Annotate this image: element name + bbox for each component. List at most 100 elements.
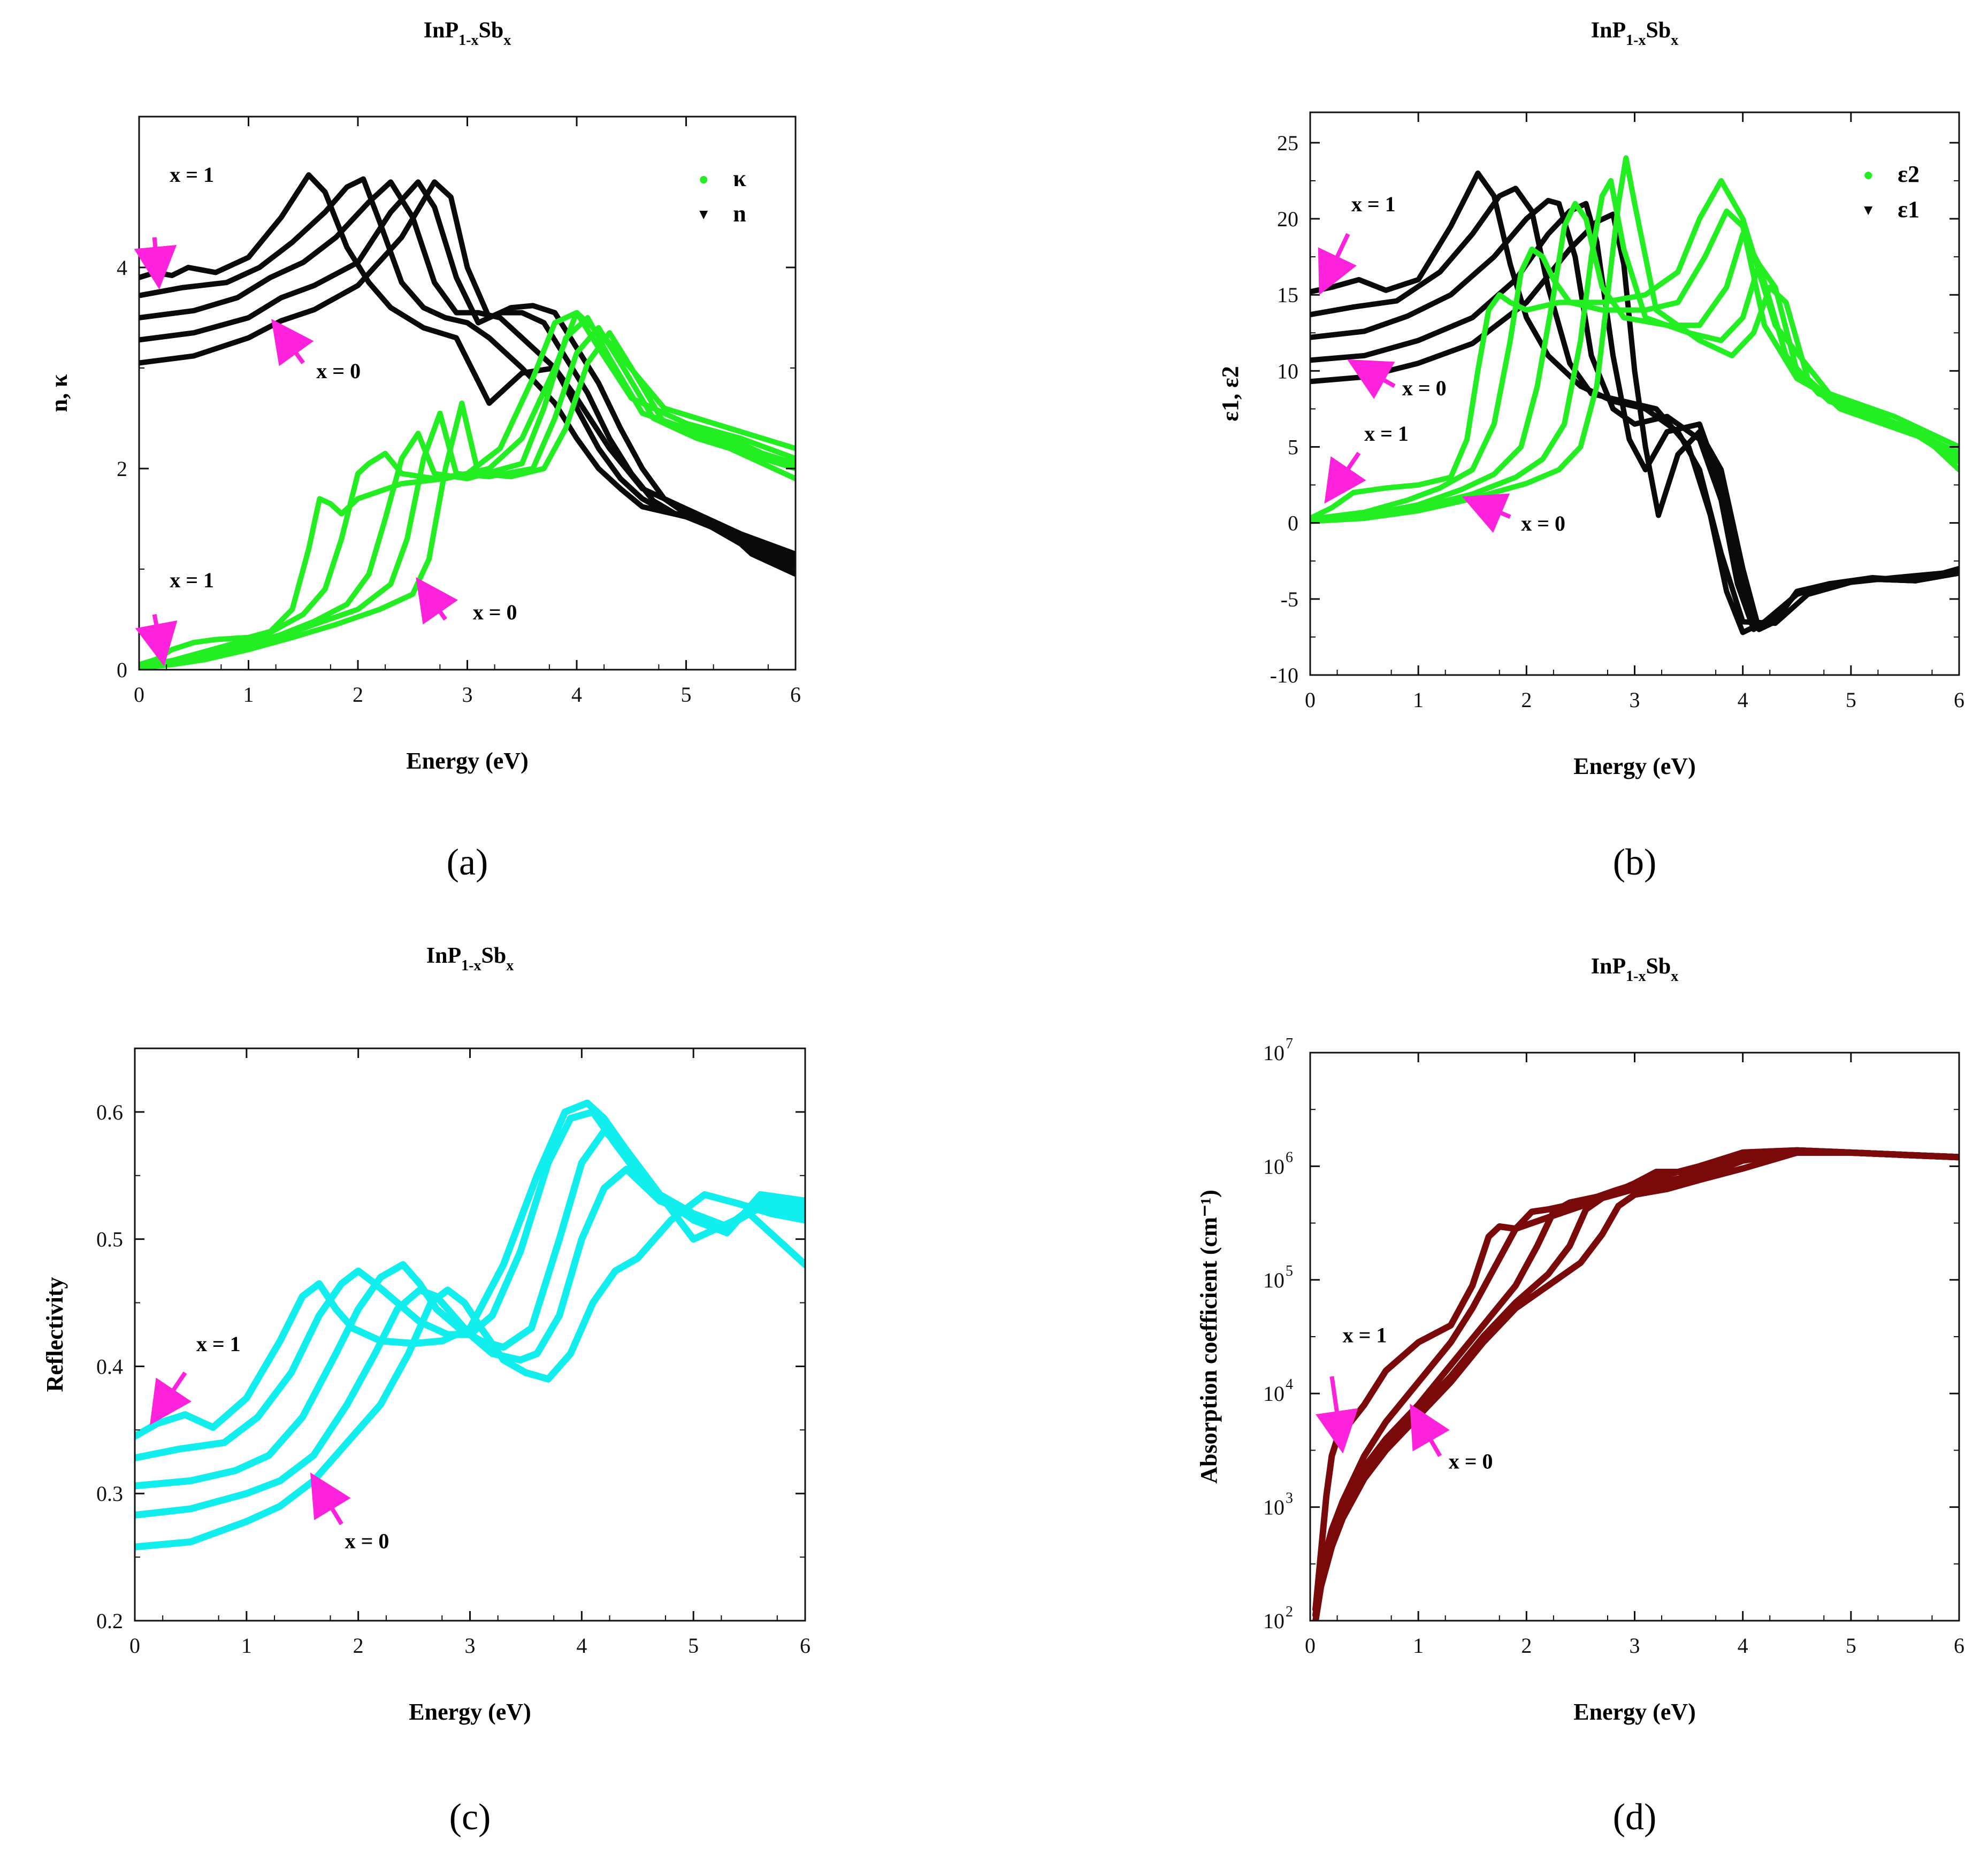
- title-text: Sb: [1646, 18, 1671, 43]
- panel-caption: (c): [449, 1797, 491, 1838]
- x-axis-label: Energy (eV): [1573, 753, 1696, 779]
- series-line--x-0-75: [139, 310, 796, 669]
- title-subscript: x: [506, 957, 514, 974]
- title-subscript: 1-x: [1626, 968, 1646, 985]
- y-tick-label: 0: [1288, 511, 1298, 535]
- y-tick-label: -5: [1281, 587, 1298, 611]
- series-line-n-x-0-25: [139, 179, 796, 572]
- x-tick-label: 6: [800, 1634, 811, 1658]
- series-line-n-x-0-75: [139, 176, 796, 562]
- title-subscript: 1-x: [458, 32, 478, 49]
- plot-area: [139, 172, 796, 670]
- x-tick-label: 3: [462, 683, 473, 707]
- title-text: InP: [426, 944, 461, 968]
- series-line--x-0-25: [1312, 1149, 1959, 1619]
- x-tick-label: 1: [241, 1634, 252, 1658]
- plot-area: [1312, 1147, 1959, 1621]
- annotation-arrow: [1324, 451, 1366, 504]
- y-axis-label: Absorption coefficient (cm⁻¹): [1196, 1190, 1222, 1484]
- x-tick-label: 0: [134, 683, 144, 707]
- y-tick-label: 20: [1277, 207, 1298, 231]
- y-tick-label: 10: [1263, 1041, 1284, 1065]
- series-line-n-x-1: [139, 172, 796, 557]
- annotation-label: x = 0: [1449, 1449, 1493, 1473]
- y-axis-label: ε1, ε2: [1217, 366, 1243, 421]
- annotation-label: x = 1: [1364, 421, 1409, 446]
- annotation-label: x = 1: [170, 568, 214, 592]
- panel-caption: (a): [447, 842, 488, 883]
- y-tick-label: 2: [117, 457, 127, 481]
- series-line--x-0-5: [1312, 1147, 1959, 1619]
- plot-frame: [1309, 1052, 1960, 1622]
- annotation-arrow: [1316, 1376, 1358, 1454]
- panel-b: InP1-xSbx 0 1 2 3 4 5 6 -10 -5 0 5 10 15 20 25 Energy (e…: [1217, 18, 1964, 883]
- y-tick-label: -10: [1270, 663, 1298, 687]
- title-subscript: x: [1671, 32, 1678, 49]
- x-tick-label: 1: [243, 683, 254, 707]
- legend-label: ε2: [1898, 161, 1920, 187]
- legend-label: κ: [733, 165, 746, 191]
- panel-a: InP1-xSbx 0 1 2 3 4 5 6 0 2 4 Energy (eV) n, κ x = 1 x…: [46, 18, 801, 883]
- annotation-label: x = 1: [170, 163, 214, 187]
- annotation-label: x = 1: [1343, 1323, 1387, 1347]
- y-tick-exponent: 6: [1286, 1149, 1293, 1166]
- y-tick-exponent: 3: [1286, 1490, 1293, 1507]
- x-tick-label: 5: [688, 1634, 699, 1658]
- series-line--1-x-1: [1310, 170, 1959, 626]
- panel-c: InP1-xSbx 0 1 2 3 4 5 6 0.2 0.3 0.4 0.5 0.6 Energy (e…: [42, 944, 811, 1838]
- y-tick-label: 0.2: [96, 1609, 123, 1633]
- x-tick-label: 4: [1738, 688, 1748, 712]
- annotation-arrow: [150, 1371, 192, 1425]
- y-tick-label: 25: [1277, 131, 1298, 155]
- y-tick-label: 0.6: [96, 1100, 123, 1124]
- annotation-label: x = 0: [345, 1529, 389, 1553]
- y-tick-exponent: 2: [1286, 1604, 1293, 1620]
- annotation-label: x = 1: [196, 1332, 241, 1356]
- annotation-arrow: [310, 1472, 351, 1525]
- chart-title: InP1-xSbx: [426, 944, 514, 974]
- annotation-arrow: [135, 614, 178, 666]
- legend-marker-triangle: [1864, 206, 1873, 215]
- annotation-label: x = 0: [1521, 511, 1565, 535]
- x-tick-label: 1: [1413, 1634, 1424, 1658]
- y-tick-label: 4: [117, 256, 127, 280]
- x-tick-label: 4: [1738, 1634, 1748, 1658]
- plot-area: [135, 1099, 805, 1551]
- series-line--2-x-1: [1310, 178, 1959, 522]
- series-line--2-x-0: [1310, 155, 1959, 524]
- x-tick-label: 6: [1954, 1634, 1964, 1658]
- x-tick-label: 0: [129, 1634, 140, 1658]
- title-text: Sb: [478, 18, 503, 43]
- annotation-label: x = 0: [473, 600, 517, 624]
- title-subscript: x: [1671, 968, 1678, 985]
- annotation-label: x = 1: [1351, 192, 1396, 216]
- chart-title: InP1-xSbx: [1591, 954, 1678, 985]
- x-tick-label: 2: [353, 683, 363, 707]
- x-axis-label: Energy (eV): [409, 1699, 531, 1725]
- x-tick-label: 5: [1846, 688, 1856, 712]
- y-tick-label: 10: [1277, 359, 1298, 383]
- y-tick-label: 5: [1288, 435, 1298, 459]
- legend-label: ε1: [1898, 196, 1920, 223]
- chart-title: InP1-xSbx: [424, 18, 511, 49]
- legend-marker-triangle: [699, 211, 708, 219]
- x-tick-label: 4: [571, 683, 582, 707]
- series-line--x-1: [139, 310, 796, 668]
- title-text: Sb: [1646, 954, 1671, 979]
- x-tick-label: 3: [465, 1634, 476, 1658]
- legend-marker-dot: [700, 176, 708, 183]
- y-tick-exponent: 4: [1286, 1376, 1293, 1393]
- x-tick-label: 2: [1521, 688, 1532, 712]
- x-tick-label: 0: [1305, 688, 1316, 712]
- panel-caption: (d): [1613, 1797, 1657, 1838]
- x-axis-label: Energy (eV): [406, 748, 529, 774]
- y-axis-label: n, κ: [46, 374, 72, 412]
- title-text: Sb: [481, 944, 506, 968]
- title-text: InP: [424, 18, 458, 43]
- panel-caption: (b): [1613, 842, 1657, 883]
- y-tick-label: 15: [1277, 283, 1298, 307]
- x-tick-label: 2: [353, 1634, 364, 1658]
- plot-area: [1310, 155, 1959, 635]
- x-tick-label: 3: [1630, 688, 1640, 712]
- series-line-R-x-1: [135, 1099, 805, 1440]
